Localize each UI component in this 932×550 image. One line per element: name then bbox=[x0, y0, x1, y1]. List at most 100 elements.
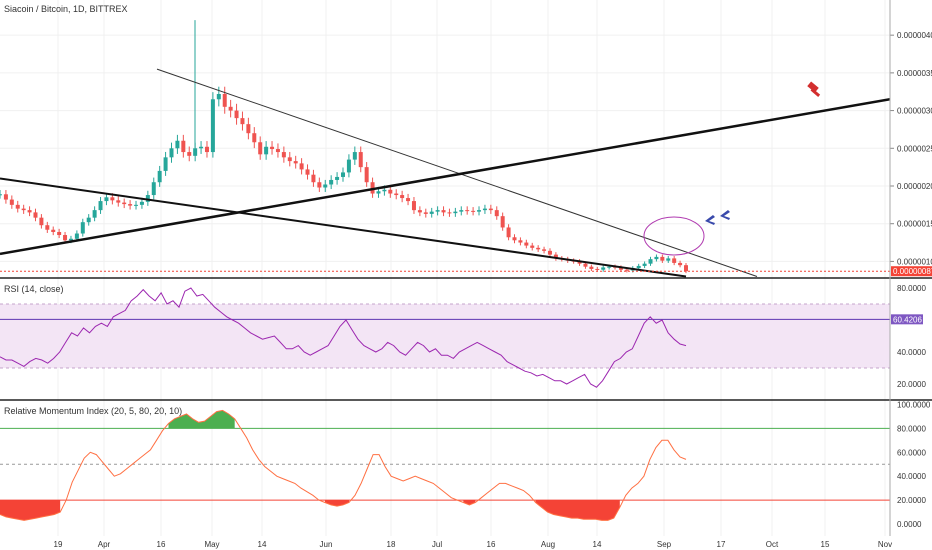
candle-body bbox=[346, 159, 351, 173]
candle-body bbox=[39, 217, 44, 226]
trendline[interactable] bbox=[0, 98, 891, 256]
candle-body bbox=[636, 265, 641, 269]
candle-body bbox=[435, 210, 440, 212]
rmi-oversold-fill bbox=[535, 500, 620, 521]
rsi-axis[interactable]: 80.0000 40.0000 20.0000 bbox=[897, 284, 926, 389]
candle-body bbox=[317, 182, 322, 188]
candle-body bbox=[388, 189, 393, 194]
candle-body bbox=[607, 266, 612, 268]
candle-body bbox=[240, 118, 245, 125]
candle-body bbox=[68, 238, 73, 241]
candle-body bbox=[21, 208, 26, 211]
price-pane[interactable]: Siacoin / Bitcoin, 1D, BITTREX 0.000004 0… bbox=[0, 4, 932, 278]
trendline[interactable] bbox=[0, 177, 687, 278]
candle-body bbox=[471, 210, 476, 212]
candle-body bbox=[157, 170, 162, 183]
rmi-pane[interactable]: Relative Momentum Index (20, 5, 80, 20, … bbox=[0, 400, 931, 529]
candle-body bbox=[210, 99, 215, 153]
price-tick-label: 0.00000400 bbox=[897, 31, 932, 40]
candle-body bbox=[264, 146, 269, 155]
rmi-tick-label: 100.0000 bbox=[897, 400, 931, 409]
time-tick-label: Nov bbox=[878, 540, 892, 549]
candle-body bbox=[459, 210, 464, 212]
candle-body bbox=[98, 201, 103, 211]
time-tick-label: Oct bbox=[766, 540, 779, 549]
candle-body bbox=[547, 250, 552, 255]
rmi-title: Relative Momentum Index (20, 5, 80, 20, … bbox=[4, 406, 182, 416]
candle-body bbox=[678, 262, 683, 266]
candle-body bbox=[110, 197, 115, 201]
candle-body bbox=[287, 157, 292, 162]
trendlines bbox=[0, 68, 891, 278]
rmi-axis[interactable]: 100.0000 80.0000 60.0000 40.0000 20.0000 0.00… bbox=[897, 400, 931, 529]
candle-body bbox=[128, 204, 133, 206]
candle-body bbox=[0, 194, 2, 196]
candle-body bbox=[370, 182, 375, 194]
candle-body bbox=[222, 93, 227, 107]
candle-body bbox=[512, 237, 517, 241]
candle-body bbox=[341, 172, 345, 177]
candle-body bbox=[589, 266, 594, 269]
rmi-fills bbox=[0, 410, 620, 521]
candle-body bbox=[139, 201, 144, 205]
time-tick-label: 18 bbox=[387, 540, 396, 549]
rmi-oversold-fill bbox=[463, 500, 476, 505]
rsi-value-label: 60.4206 bbox=[893, 315, 922, 324]
candle-body bbox=[376, 191, 381, 194]
rmi-tick-label: 0.0000 bbox=[897, 520, 922, 529]
time-tick-label: 14 bbox=[258, 540, 267, 549]
candle-body bbox=[684, 265, 688, 272]
candle-body bbox=[275, 149, 280, 153]
candle-body bbox=[352, 152, 357, 160]
time-axis[interactable]: 19 Apr 16 May 14 Jun 18 Jul 16 Aug 14 Sep 17 Oct 15 Nov bbox=[54, 540, 893, 549]
candle-body bbox=[299, 163, 304, 170]
trendline[interactable] bbox=[156, 68, 758, 277]
time-tick-label: Jul bbox=[432, 540, 442, 549]
candle-body bbox=[104, 197, 109, 202]
candle-body bbox=[429, 211, 434, 214]
candle-body bbox=[660, 256, 665, 261]
candle-body bbox=[193, 148, 198, 156]
candle-body bbox=[187, 152, 192, 156]
highlight-circle bbox=[643, 216, 705, 256]
last-price-badge bbox=[891, 266, 932, 277]
candle-body bbox=[116, 200, 121, 203]
rmi-oversold-fill bbox=[324, 500, 350, 507]
candle-body bbox=[542, 249, 547, 251]
candle-body bbox=[482, 208, 487, 211]
candle-body bbox=[74, 233, 79, 239]
candle-body bbox=[406, 198, 411, 202]
candle-body bbox=[293, 161, 298, 164]
rsi-pane[interactable]: RSI (14, close) 80.0000 40.0000 20.0000 60… bbox=[0, 284, 926, 389]
candle-body bbox=[477, 210, 482, 212]
time-tick-label: Apr bbox=[98, 540, 111, 549]
candle-body bbox=[488, 208, 493, 211]
time-tick-label: Sep bbox=[657, 540, 672, 549]
time-tick-label: Jun bbox=[320, 540, 333, 549]
candle-body bbox=[364, 167, 369, 183]
candle-body bbox=[51, 229, 56, 232]
candle-body bbox=[204, 146, 209, 153]
price-axis[interactable]: 0.00000400 0.00000350 0.00000300 0.00000250… bbox=[890, 31, 932, 266]
candle-body bbox=[169, 148, 174, 158]
time-tick-label: 14 bbox=[593, 540, 602, 549]
candle-body bbox=[494, 210, 499, 217]
candle-body bbox=[122, 202, 127, 205]
time-tick-label: 17 bbox=[717, 540, 726, 549]
candle-body bbox=[63, 235, 68, 241]
rsi-tick-label: 80.0000 bbox=[897, 284, 926, 293]
hammer-icon bbox=[807, 81, 821, 97]
candle-body bbox=[9, 199, 14, 205]
candle-body bbox=[163, 157, 168, 171]
rsi-value-badge bbox=[891, 314, 923, 325]
candle-body bbox=[441, 210, 446, 213]
candle-body bbox=[648, 259, 653, 264]
candle-body bbox=[447, 212, 452, 214]
time-tick-label: May bbox=[204, 540, 219, 549]
candle-body bbox=[394, 193, 399, 196]
price-tick-label: 0.00000300 bbox=[897, 107, 932, 116]
candle-body bbox=[666, 258, 671, 261]
candle-body bbox=[506, 227, 511, 238]
candle-body bbox=[270, 146, 275, 150]
